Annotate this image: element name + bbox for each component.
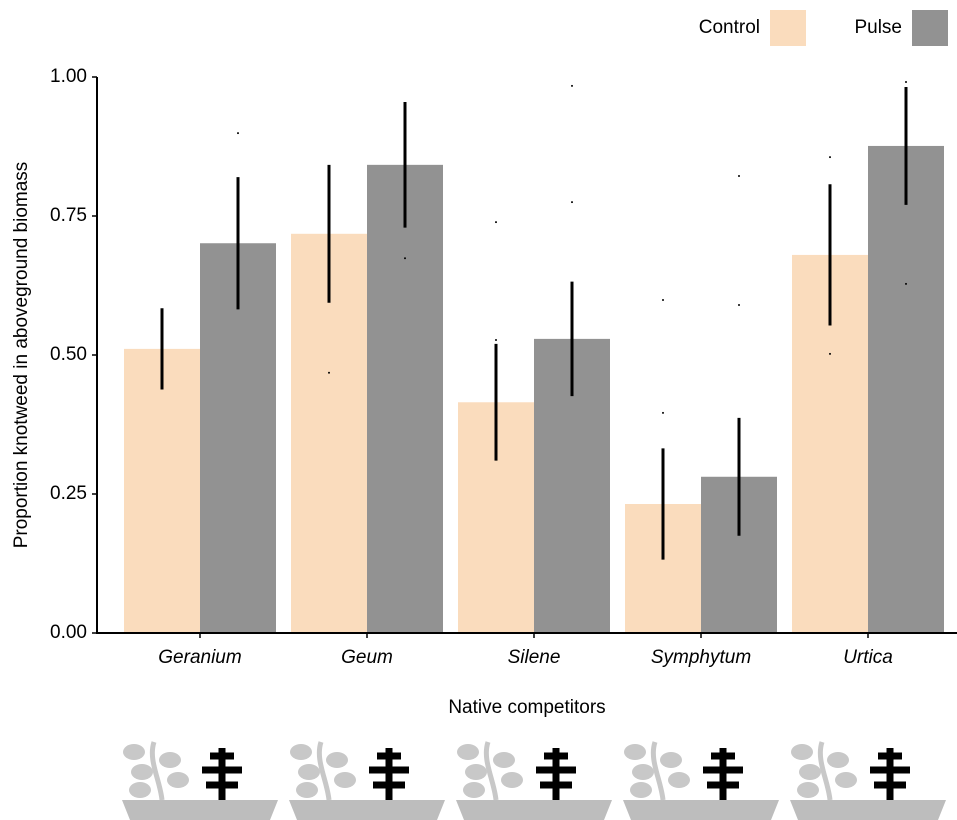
y-tick-label: 0.00 xyxy=(50,622,87,643)
data-point xyxy=(495,339,497,341)
x-tick-label: Symphytum xyxy=(651,647,751,668)
knotweed-leaf xyxy=(296,782,318,798)
knotweed-sprig xyxy=(486,742,496,800)
data-point xyxy=(738,175,740,177)
bar xyxy=(868,146,944,633)
knotweed-leaf xyxy=(797,782,819,798)
data-point xyxy=(404,108,406,110)
knotweed-leaf xyxy=(298,764,320,780)
native-plant xyxy=(703,748,743,800)
knotweed-leaf xyxy=(326,752,348,768)
bar xyxy=(124,349,200,633)
knotweed-leaf xyxy=(167,772,189,788)
knotweed-leaf xyxy=(660,752,682,768)
knotweed-sprig xyxy=(653,742,663,800)
knotweed-leaf xyxy=(131,764,153,780)
knotweed-leaf xyxy=(129,782,151,798)
knotweed-sprig xyxy=(820,742,830,800)
x-axis-label: Native competitors xyxy=(448,697,605,718)
knotweed-leaf xyxy=(799,764,821,780)
x-tick-label: Urtica xyxy=(843,647,893,668)
knotweed-leaf xyxy=(791,744,813,760)
knotweed-leaf xyxy=(624,744,646,760)
data-point xyxy=(738,304,740,306)
data-point xyxy=(237,265,239,267)
knotweed-leaf xyxy=(463,782,485,798)
x-tick-label: Geranium xyxy=(158,647,241,668)
data-point xyxy=(905,283,907,285)
y-tick-label: 1.00 xyxy=(50,66,87,87)
x-tick-label: Silene xyxy=(508,647,561,668)
data-point xyxy=(829,156,831,158)
pot xyxy=(122,800,278,820)
knotweed-leaf xyxy=(827,752,849,768)
legend-label: Control xyxy=(699,17,760,38)
data-point xyxy=(571,85,573,87)
pot xyxy=(289,800,445,820)
data-point xyxy=(571,201,573,203)
knotweed-leaf xyxy=(334,772,356,788)
native-plant xyxy=(202,748,242,800)
knotweed-leaf xyxy=(630,782,652,798)
legend-label: Pulse xyxy=(854,17,902,38)
chart: Proportion knotweed in aboveground bioma… xyxy=(0,0,957,820)
knotweed-leaf xyxy=(501,772,523,788)
knotweed-leaf xyxy=(159,752,181,768)
data-point xyxy=(495,221,497,223)
x-tick-label: Geum xyxy=(341,647,393,668)
native-plant xyxy=(870,748,910,800)
pot xyxy=(623,800,779,820)
data-point xyxy=(662,299,664,301)
knotweed-leaf xyxy=(465,764,487,780)
knotweed-sprig xyxy=(319,742,329,800)
knotweed-leaf xyxy=(457,744,479,760)
knotweed-sprig xyxy=(152,742,162,800)
native-plant xyxy=(369,748,409,800)
data-point xyxy=(662,412,664,414)
data-point xyxy=(829,353,831,355)
knotweed-leaf xyxy=(835,772,857,788)
knotweed-leaf xyxy=(668,772,690,788)
data-point xyxy=(237,132,239,134)
pot xyxy=(790,800,946,820)
data-point xyxy=(328,372,330,374)
legend-swatch xyxy=(912,10,948,46)
pot xyxy=(456,800,612,820)
knotweed-leaf xyxy=(123,744,145,760)
y-axis-label: Proportion knotweed in aboveground bioma… xyxy=(11,162,32,549)
data-point xyxy=(404,257,406,259)
y-tick-label: 0.50 xyxy=(50,344,87,365)
knotweed-leaf xyxy=(290,744,312,760)
knotweed-leaf xyxy=(493,752,515,768)
legend-swatch xyxy=(770,10,806,46)
y-tick-label: 0.25 xyxy=(50,483,87,504)
knotweed-leaf xyxy=(632,764,654,780)
bar xyxy=(367,165,443,633)
plant-illustrations xyxy=(122,742,946,820)
y-tick-label: 0.75 xyxy=(50,205,87,226)
native-plant xyxy=(536,748,576,800)
data-point xyxy=(905,81,907,83)
